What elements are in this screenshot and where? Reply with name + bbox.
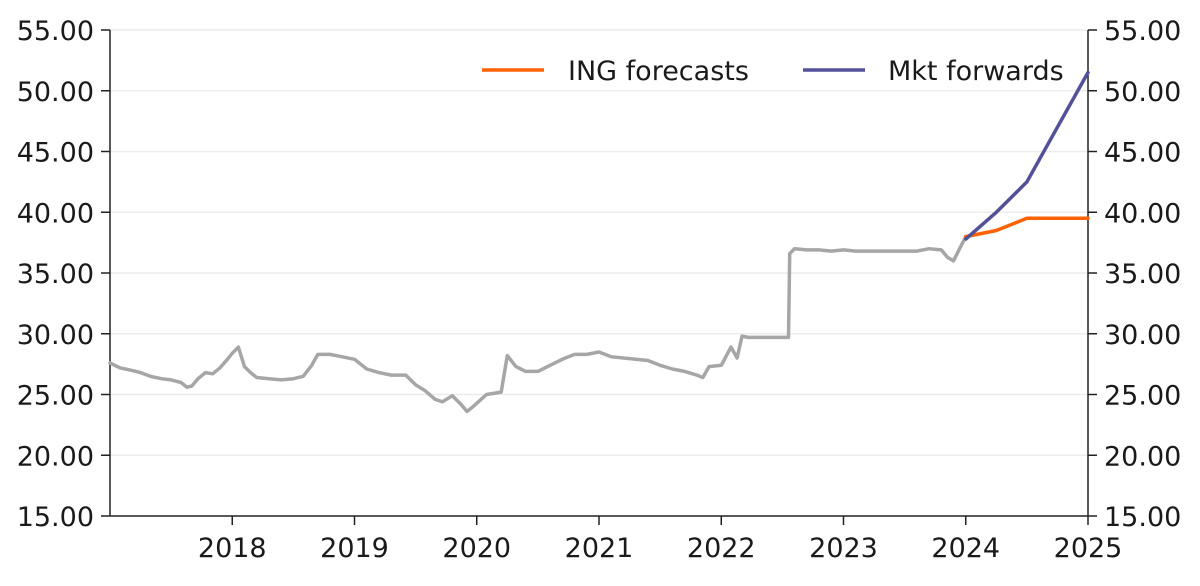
axes: 15.00 20.00 25.00 30.00 35.00 40.00 45.00 50.00… — [17, 16, 1182, 564]
x-tick-label: 2018 — [198, 533, 267, 564]
y-tick-label-right: 50.00 — [1104, 77, 1181, 108]
y-tick-label-left: 15.00 — [17, 502, 94, 533]
y-tick-label-right: 40.00 — [1104, 198, 1181, 229]
legend-label-mkt-forwards: Mkt forwards — [888, 56, 1064, 87]
ing-forecasts-line — [964, 216, 1090, 239]
y-tick-label-left: 25.00 — [17, 381, 94, 412]
x-tick-label: 2024 — [931, 533, 1000, 564]
mkt-forwards-line — [964, 70, 1090, 241]
y-tick-label-left: 50.00 — [17, 77, 94, 108]
legend: ING forecasts Mkt forwards — [482, 56, 1064, 87]
y-tick-label-left: 20.00 — [17, 441, 94, 472]
x-tick-label: 2019 — [320, 533, 389, 564]
legend-label-ing-forecasts: ING forecasts — [568, 56, 749, 87]
y-tick-label-right: 35.00 — [1104, 259, 1181, 290]
x-tick-label: 2020 — [442, 533, 511, 564]
series-lines — [108, 70, 1090, 414]
y-tick-label-left: 55.00 — [17, 16, 94, 47]
gridlines — [110, 29, 1088, 456]
history-line — [108, 234, 968, 414]
y-tick-label-right: 30.00 — [1104, 320, 1181, 351]
y-tick-label-left: 40.00 — [17, 198, 94, 229]
y-tick-label-right: 55.00 — [1104, 16, 1181, 47]
x-tick-label: 2022 — [687, 533, 756, 564]
y-tick-label-left: 30.00 — [17, 320, 94, 351]
y-tick-label-left: 35.00 — [17, 259, 94, 290]
y-tick-label-right: 25.00 — [1104, 381, 1181, 412]
x-tick-label: 2021 — [565, 533, 634, 564]
x-tick-label: 2023 — [809, 533, 878, 564]
y-tick-label-right: 45.00 — [1104, 138, 1181, 169]
y-tick-label-left: 45.00 — [17, 138, 94, 169]
y-tick-label-right: 20.00 — [1104, 441, 1181, 472]
x-tick-label: 2025 — [1054, 533, 1123, 564]
y-tick-label-right: 15.00 — [1104, 502, 1181, 533]
